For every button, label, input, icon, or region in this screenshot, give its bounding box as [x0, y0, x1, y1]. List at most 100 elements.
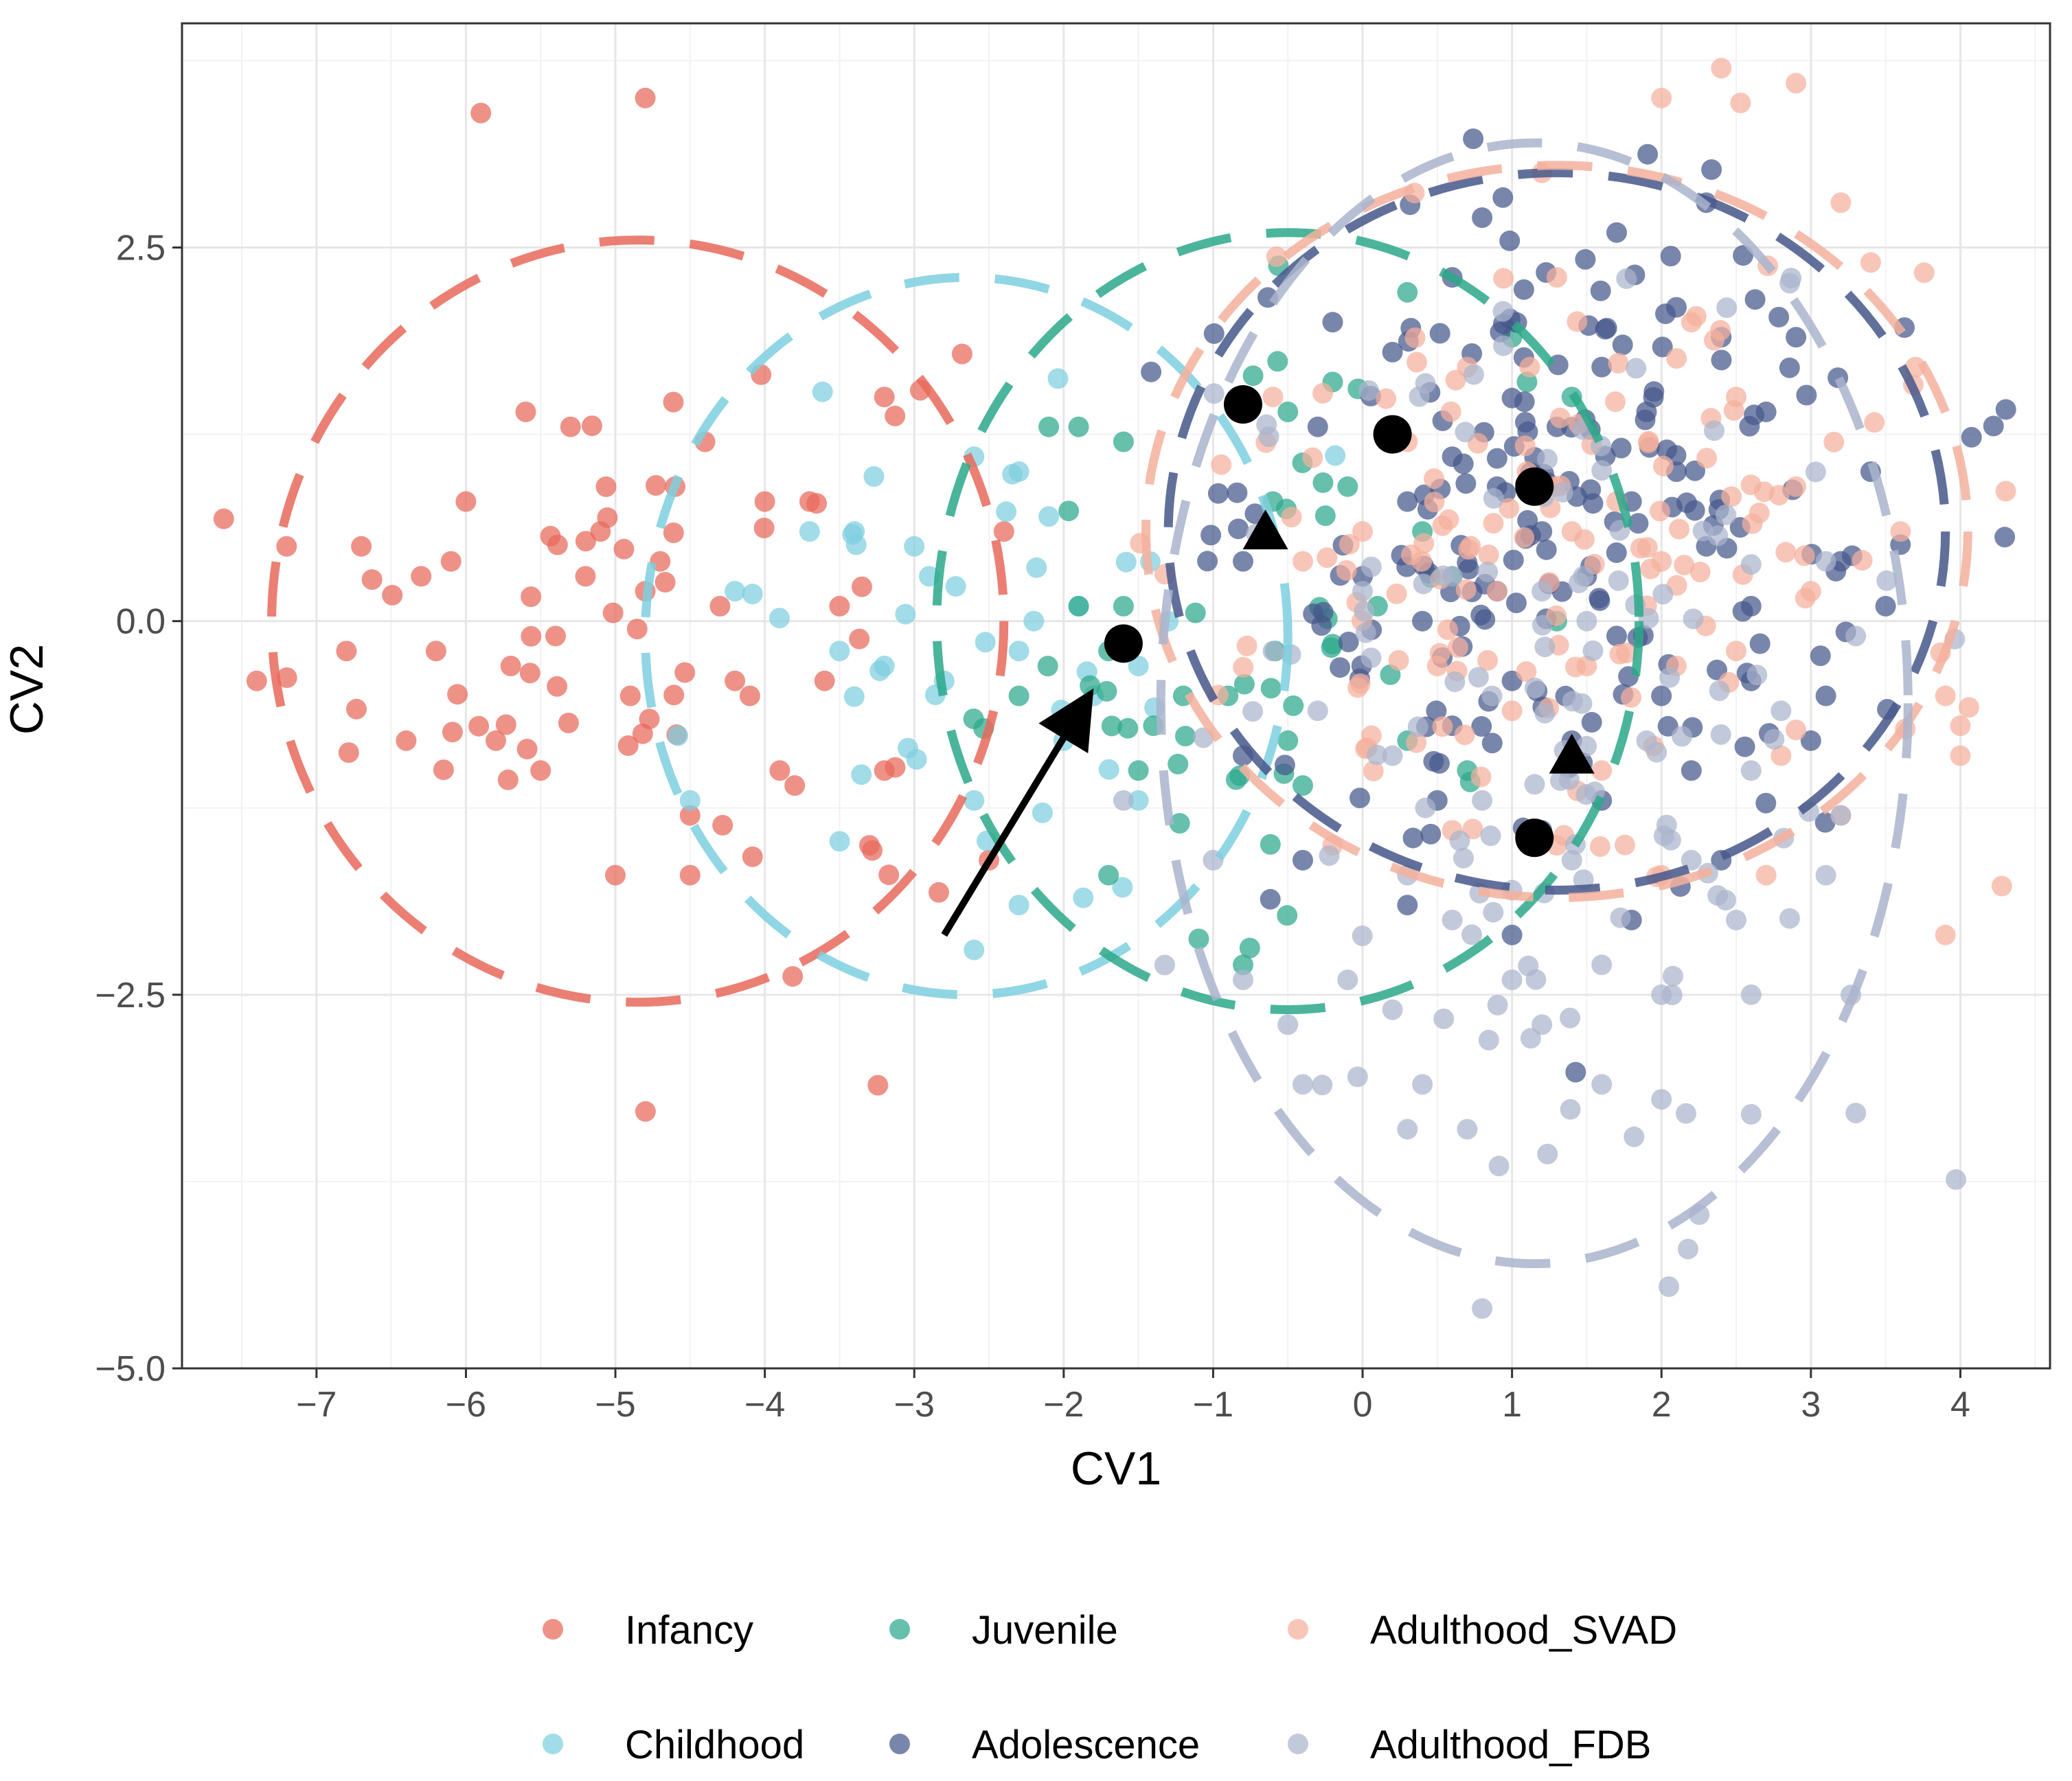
point-Adolescence	[1995, 399, 2016, 420]
point-Juvenile	[1337, 476, 1358, 497]
point-Adolescence	[1429, 323, 1450, 344]
point-Adolescence	[1565, 1061, 1586, 1083]
point-Adolescence	[1596, 317, 1617, 338]
point-Adolescence	[1657, 439, 1678, 461]
point-Adulthood_FDB	[1524, 677, 1545, 698]
point-Juvenile	[1037, 656, 1058, 677]
point-Adulthood_SVAD	[1478, 544, 1499, 566]
point-Adulthood_FDB	[1532, 581, 1553, 602]
point-Adulthood_SVAD	[1638, 430, 1659, 452]
point-Adulthood_FDB	[1487, 994, 1508, 1015]
point-Adulthood_FDB	[1520, 1028, 1541, 1049]
point-Juvenile	[1312, 472, 1334, 493]
point-Adolescence	[1203, 323, 1225, 344]
point-Adulthood_FDB	[1461, 924, 1482, 945]
point-Juvenile	[1233, 674, 1255, 695]
point-Juvenile	[1058, 501, 1080, 522]
point-Adolescence	[1141, 361, 1162, 382]
point-Adulthood_FDB	[1233, 969, 1253, 991]
point-Childhood	[1023, 610, 1045, 632]
point-Juvenile	[1113, 431, 1134, 452]
point-Adulthood_SVAD	[1786, 476, 1807, 497]
point-Juvenile	[1101, 715, 1122, 737]
point-Adulthood_FDB	[1709, 680, 1730, 701]
point-Infancy	[605, 864, 626, 886]
point-Childhood	[1098, 759, 1119, 780]
point-Adulthood_SVAD	[1516, 661, 1537, 682]
point-Adulthood_FDB	[1746, 665, 1768, 686]
x-tick-label: 3	[1801, 1385, 1821, 1425]
point-Infancy	[530, 760, 551, 781]
point-Adulthood_SVAD	[1651, 87, 1672, 108]
point-Adolescence	[1580, 479, 1602, 501]
point-Infancy	[213, 508, 234, 529]
point-Adulthood_SVAD	[1991, 875, 2012, 897]
point-Infancy	[602, 602, 624, 623]
point-Juvenile	[1185, 602, 1206, 623]
point-Adulthood_SVAD	[1589, 836, 1610, 857]
legend-label-Childhood: Childhood	[625, 1723, 804, 1767]
point-Adulthood_SVAD	[1445, 369, 1466, 391]
point-Adolescence	[1492, 187, 1514, 208]
point-Infancy	[521, 625, 542, 647]
point-Adolescence	[1755, 792, 1777, 814]
point-Adulthood_SVAD	[1546, 267, 1567, 288]
point-Infancy	[396, 730, 417, 751]
point-Adulthood_SVAD	[1950, 745, 1971, 766]
point-Adulthood_FDB	[1203, 383, 1225, 404]
point-Childhood	[1112, 877, 1133, 898]
point-Adulthood_FDB	[1382, 999, 1403, 1020]
point-Adulthood_FDB	[1472, 790, 1493, 811]
point-Childhood	[1008, 641, 1029, 662]
point-Infancy	[784, 775, 806, 796]
point-Adulthood_FDB	[1591, 460, 1613, 481]
panel-border	[181, 22, 2051, 1370]
point-Adolescence	[1505, 593, 1527, 614]
point-Infancy	[742, 846, 763, 867]
x-tick-label: 2	[1652, 1385, 1672, 1425]
point-Juvenile	[1314, 505, 1336, 527]
point-Adolescence	[1635, 409, 1656, 430]
point-Childhood	[904, 536, 925, 557]
point-Adolescence	[1591, 356, 1613, 378]
point-Adolescence	[1681, 760, 1702, 781]
point-Adolescence	[1590, 280, 1611, 301]
point-Adolescence	[1293, 849, 1313, 871]
point-Adolescence	[1499, 230, 1521, 251]
point-Infancy	[575, 566, 596, 587]
point-Childhood	[1047, 368, 1069, 389]
point-Adulthood_FDB	[1488, 1156, 1510, 1177]
point-Adulthood_SVAD	[1650, 501, 1670, 522]
point-Infancy	[769, 760, 790, 781]
point-Adulthood_FDB	[1552, 481, 1573, 503]
point-Adolescence	[1875, 595, 1896, 617]
x-tick-label: 1	[1502, 1385, 1522, 1425]
point-Adulthood_SVAD	[1674, 555, 1695, 575]
point-Adulthood_FDB	[1537, 448, 1558, 470]
point-Infancy	[885, 757, 906, 778]
point-Infancy	[558, 713, 579, 733]
point-Adulthood_FDB	[1481, 685, 1503, 706]
point-Adulthood_SVAD	[1685, 306, 1707, 327]
point-Adulthood_FDB	[1277, 1014, 1299, 1035]
point-Adulthood_FDB	[1716, 297, 1738, 319]
point-Adulthood_FDB	[1683, 608, 1704, 630]
point-Childhood	[725, 581, 746, 602]
point-Adulthood_FDB	[1358, 380, 1379, 401]
point-Childhood	[812, 381, 833, 402]
point-Adolescence	[1768, 306, 1790, 328]
point-Adolescence	[1228, 518, 1249, 540]
centroid-marker	[1223, 385, 1262, 424]
point-Adulthood_FDB	[1493, 335, 1514, 356]
point-Adulthood_FDB	[1740, 554, 1762, 575]
point-Infancy	[849, 628, 870, 650]
point-Adulthood_SVAD	[1233, 656, 1254, 678]
point-Adolescence	[1471, 716, 1492, 737]
point-Adulthood_FDB	[1537, 1143, 1558, 1164]
legend-label-Adulthood_FDB: Adulthood_FDB	[1370, 1723, 1651, 1767]
point-Adolescence	[1514, 391, 1535, 413]
point-Adolescence	[1961, 426, 1982, 448]
point-Childhood	[964, 790, 985, 811]
point-Adulthood_SVAD	[1749, 503, 1770, 524]
point-Adolescence	[1402, 827, 1424, 849]
